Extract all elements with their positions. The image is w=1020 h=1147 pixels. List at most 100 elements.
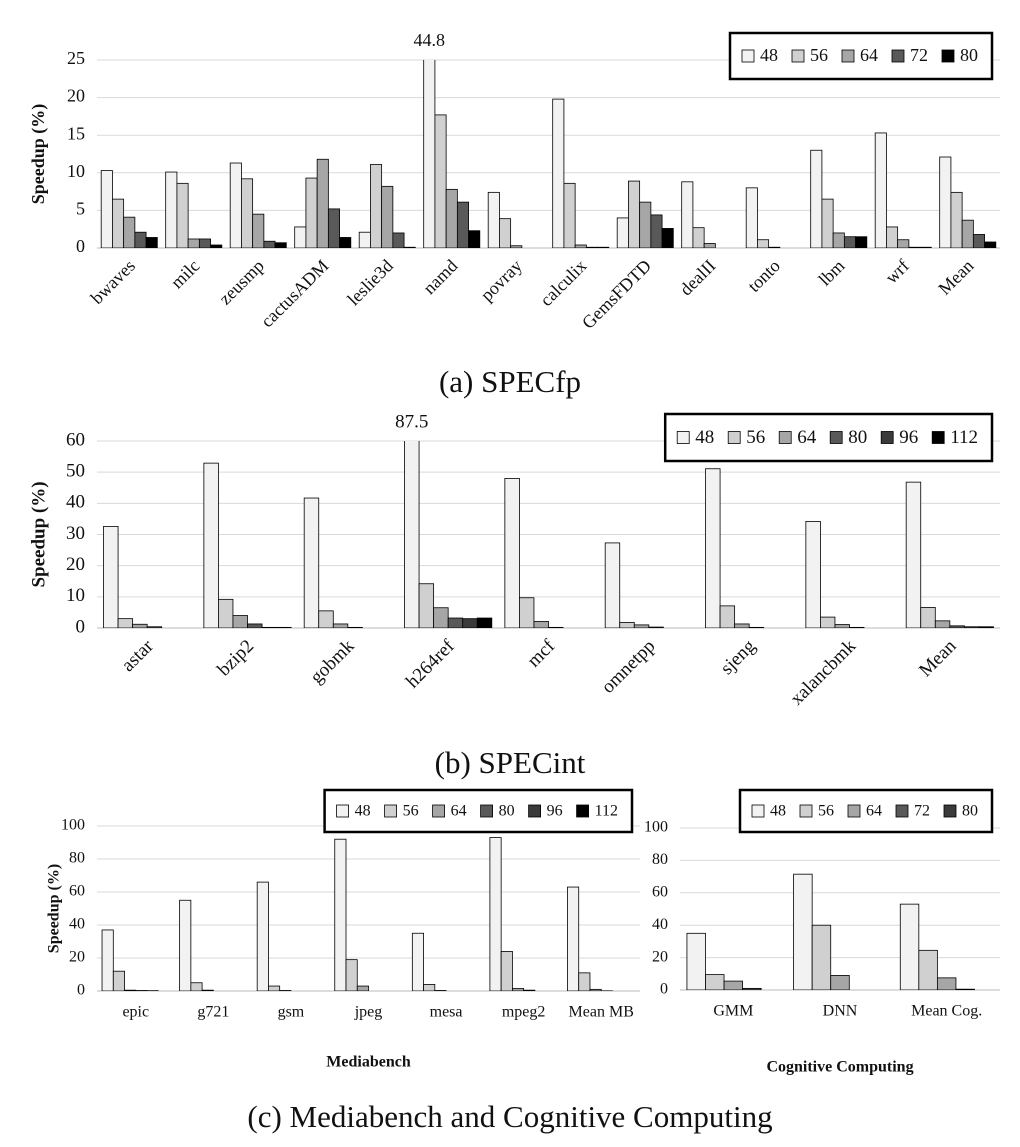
- y-tick-label: 30: [66, 523, 85, 544]
- legend: 48 56 64 80 96 112: [663, 412, 994, 463]
- bar: [742, 987, 762, 990]
- bar: [578, 972, 591, 991]
- bar: [132, 623, 148, 628]
- y-tick-label: 60: [69, 883, 85, 900]
- x-tick-label: xalancbmk: [786, 635, 860, 709]
- bar: [548, 626, 564, 628]
- legend-swatch: [847, 804, 861, 818]
- y-tick-label: 20: [69, 949, 85, 966]
- bar: [589, 988, 602, 991]
- x-tick-label: zeusmp: [215, 256, 268, 309]
- bar: [939, 156, 952, 248]
- x-tick-label: wrf: [881, 256, 913, 288]
- legend-label: 80: [499, 803, 515, 820]
- bar: [210, 244, 223, 248]
- bars: [686, 873, 975, 990]
- legend-label: 72: [910, 45, 928, 65]
- bar: [855, 236, 868, 248]
- bar: [134, 231, 147, 248]
- legend-label: 72: [914, 803, 930, 820]
- y-tick-label: 60: [652, 883, 668, 900]
- x-tick-label: g721: [197, 1004, 229, 1021]
- y-tick-label: 0: [76, 616, 86, 637]
- legend-swatch: [384, 804, 397, 818]
- legend-swatch: [778, 431, 792, 444]
- bar: [567, 886, 580, 991]
- bar: [820, 616, 836, 628]
- legend-label: 64: [797, 427, 817, 448]
- x-axis-label: Mediabench: [326, 1054, 411, 1071]
- legend-swatch: [432, 804, 445, 818]
- y-tick-label: 15: [67, 123, 85, 143]
- bar: [961, 219, 974, 248]
- bar: [597, 246, 610, 248]
- bar: [358, 231, 371, 248]
- legend-label: 56: [403, 803, 419, 820]
- legend-label: 56: [818, 803, 834, 820]
- bar: [849, 626, 865, 628]
- x-tick-label: bzip2: [213, 636, 258, 681]
- bar: [703, 243, 716, 248]
- legend-swatch: [891, 49, 905, 63]
- bar: [294, 226, 307, 248]
- x-tick-label: gsm: [278, 1004, 305, 1021]
- bar: [370, 164, 383, 248]
- bar: [201, 989, 214, 991]
- bar: [686, 932, 706, 990]
- bar: [963, 626, 980, 628]
- bar: [510, 245, 523, 248]
- legend-label: 48: [770, 803, 786, 820]
- bar: [305, 177, 318, 248]
- bar: [318, 610, 334, 628]
- bar: [179, 899, 192, 991]
- x-tick-label: sjeng: [717, 635, 761, 679]
- x-tick-label: gobmk: [306, 635, 359, 688]
- y-tick-label: 10: [66, 585, 85, 606]
- bar: [276, 626, 292, 628]
- y-tick-label: 40: [69, 916, 85, 933]
- x-tick-label: namd: [419, 256, 461, 298]
- y-tick-label: 25: [67, 48, 85, 68]
- x-tick-label: milc: [167, 256, 204, 293]
- bar: [176, 182, 189, 248]
- x-tick-label: bwaves: [87, 256, 139, 308]
- bar: [811, 924, 832, 990]
- y-tick-label: 10: [67, 161, 85, 181]
- legend-label: 112: [595, 803, 618, 820]
- bar: [628, 180, 641, 248]
- bar: [734, 623, 750, 628]
- bars: [101, 837, 613, 991]
- bar: [843, 236, 856, 248]
- bar: [423, 984, 436, 991]
- x-tick-label: h264ref: [402, 635, 459, 692]
- x-tick-label: astar: [118, 635, 159, 676]
- x-tick-label: mesa: [430, 1004, 463, 1021]
- bar: [768, 246, 781, 248]
- bar: [218, 598, 234, 628]
- y-tick-label: 60: [66, 429, 85, 450]
- bar: [347, 626, 363, 628]
- bar: [392, 232, 405, 248]
- bar: [936, 977, 957, 990]
- bar: [263, 240, 276, 248]
- x-tick-label: omnetpp: [598, 636, 660, 698]
- bar: [187, 238, 200, 248]
- legend-swatch: [895, 804, 909, 818]
- bar: [834, 624, 850, 628]
- legend-label: 80: [960, 45, 978, 65]
- bar: [984, 241, 997, 248]
- bar: [972, 234, 985, 248]
- bar: [950, 191, 963, 248]
- bar: [874, 132, 887, 248]
- bar: [489, 837, 502, 991]
- bar: [112, 970, 125, 991]
- legend-label: 48: [695, 427, 714, 448]
- legend-label: 48: [355, 803, 371, 820]
- bar: [403, 246, 416, 248]
- bar: [499, 218, 512, 248]
- x-tick-label: Mean Cog.: [911, 1003, 982, 1020]
- bar: [190, 982, 203, 991]
- y-tick-label: 0: [77, 982, 85, 999]
- caption: (c) Mediabench and Cognitive Computing: [247, 1099, 772, 1134]
- value-label: 44.8: [414, 30, 446, 50]
